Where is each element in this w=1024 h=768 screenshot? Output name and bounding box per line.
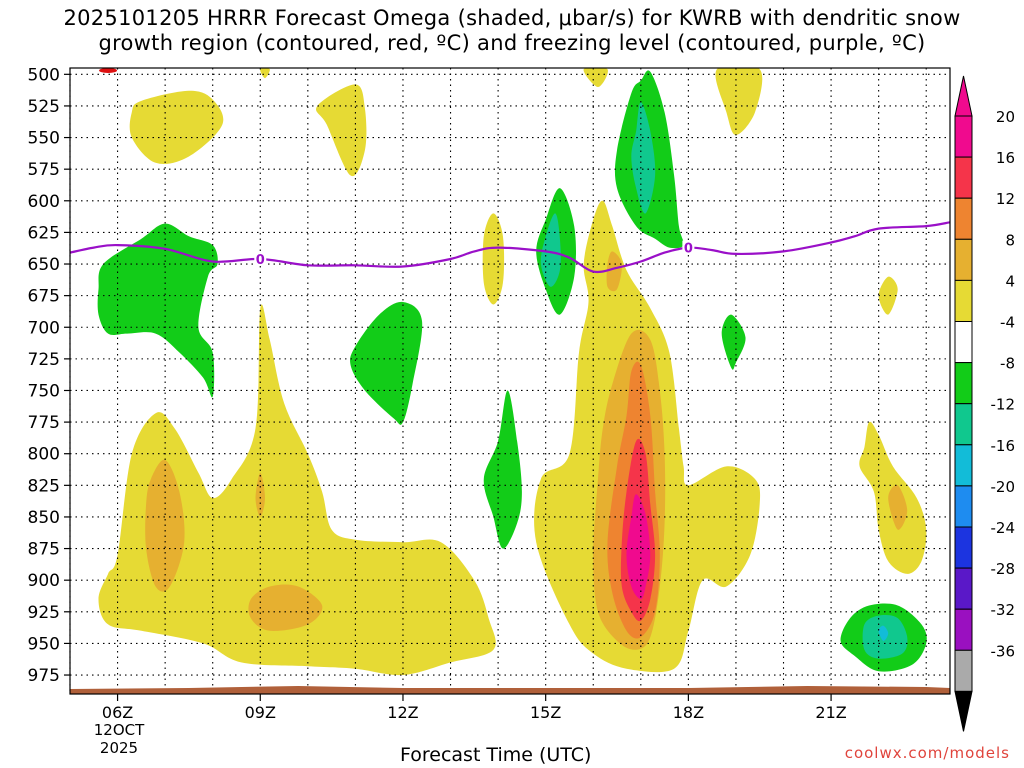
colorbar-label-0: 20 — [996, 108, 1015, 126]
y-tick-label-19: 975 — [28, 666, 60, 686]
freezing-level-label-1: 0 — [684, 242, 693, 257]
omega-region-19 — [97, 223, 218, 398]
x-tick-label-5: 21Z — [815, 703, 846, 722]
omega-region-20 — [350, 301, 423, 425]
colorbar-label-7: -12 — [991, 396, 1016, 414]
x-tick-label-3: 15Z — [530, 703, 561, 722]
colorbar-bin-4 — [954, 279, 973, 322]
omega-region-29 — [878, 625, 889, 641]
y-tick-label-3: 575 — [28, 160, 60, 180]
y-tick-label-11: 775 — [28, 413, 60, 433]
x-axis: 06Z 09Z 12Z 15Z 18Z 21Z — [102, 694, 847, 722]
colorbar-top-arrow — [954, 75, 973, 117]
y-tick-label-6: 650 — [28, 255, 60, 275]
colorbar-label-3: 8 — [1005, 231, 1015, 249]
y-tick-label-12: 800 — [28, 445, 60, 465]
colorbar-label-6: -8 — [1000, 355, 1015, 373]
date-label-year: 2025 — [99, 739, 139, 757]
colorbar-bin-1 — [954, 156, 973, 199]
colorbar-bin-11 — [954, 567, 973, 610]
omega-region-5 — [482, 213, 505, 305]
colorbar-bin-10 — [954, 526, 973, 569]
y-tick-label-15: 875 — [28, 540, 60, 560]
y-tick-label-5: 625 — [28, 223, 60, 243]
freezing-label-bg-0 — [254, 251, 267, 266]
omega-region-21 — [483, 390, 522, 549]
omega-region-12 — [248, 584, 323, 631]
y-tick-label-16: 900 — [28, 571, 60, 591]
freezing-level-line — [70, 221, 950, 274]
omega-region-0 — [129, 90, 224, 165]
title-line-2: growth region (contoured, red, ºC) and f… — [98, 31, 926, 55]
y-tick-label-4: 600 — [28, 192, 60, 212]
x-axis-title: Forecast Time (UTC) — [400, 744, 592, 766]
colorbar-bin-0 — [954, 115, 973, 158]
colorbar-label-9: -20 — [991, 478, 1016, 496]
y-tick-label-9: 725 — [28, 350, 60, 370]
y-tick-label-13: 825 — [28, 476, 60, 496]
colorbar-bin-12 — [954, 608, 973, 651]
date-label-day: 12OCT — [93, 721, 145, 739]
colorbar-bin-2 — [954, 197, 973, 240]
colorbar-bin-3 — [954, 238, 973, 281]
omega-region-11 — [255, 472, 265, 517]
x-tick-label-2: 12Z — [387, 703, 418, 722]
y-tick-label-14: 850 — [28, 508, 60, 528]
colorbar: 20 16 12 8 4 -4 -8 -12 -16 -20 -24 -28 -32 -36 — [954, 75, 1016, 732]
y-tick-label-2: 550 — [28, 129, 60, 149]
colorbar-bin-7 — [954, 403, 973, 446]
credit-link[interactable]: coolwx.com/models — [844, 744, 1010, 762]
colorbar-label-4: 4 — [1005, 272, 1015, 290]
y-tick-label-8: 700 — [28, 318, 60, 338]
colorbar-label-12: -32 — [991, 601, 1016, 619]
y-tick-label-1: 525 — [28, 97, 60, 117]
omega-region-3 — [583, 68, 608, 87]
y-tick-label-10: 750 — [28, 381, 60, 401]
y-axis: 500 525 550 575 600 625 650 675 700 725 750 775 800 8… — [28, 65, 70, 686]
y-tick-label-7: 675 — [28, 287, 60, 307]
chart-title: 2025101205 HRRR Forecast Omega (shaded, … — [0, 6, 1024, 56]
colorbar-bin-5 — [954, 321, 973, 364]
colorbar-bin-9 — [954, 485, 973, 528]
omega-region-26 — [540, 213, 561, 287]
omega-region-13 — [888, 484, 908, 530]
colorbar-bottom-arrow — [954, 690, 973, 732]
omega-region-2 — [316, 84, 367, 177]
colorbar-label-5: -4 — [1000, 314, 1015, 332]
date-label: 12OCT 2025 — [86, 721, 152, 757]
freezing-level-contour: 00 — [70, 221, 950, 274]
x-tick-label-1: 09Z — [245, 703, 276, 722]
y-tick-label-0: 500 — [28, 65, 60, 85]
title-line-1: 2025101205 HRRR Forecast Omega (shaded, … — [63, 6, 961, 30]
omega-region-27 — [631, 102, 656, 214]
y-tick-label-18: 950 — [28, 634, 60, 654]
colorbar-bin-13 — [954, 649, 973, 692]
colorbar-label-8: -16 — [991, 437, 1016, 455]
omega-region-24 — [721, 314, 746, 370]
colorbar-label-11: -28 — [991, 560, 1016, 578]
x-tick-label-0: 06Z — [102, 703, 133, 722]
colorbar-label-2: 12 — [996, 190, 1015, 208]
colorbar-label-10: -24 — [991, 519, 1016, 537]
omega-region-7 — [98, 304, 496, 676]
freezing-label-bg-1 — [682, 240, 695, 255]
omega-region-14 — [606, 251, 622, 292]
grid-lines — [69, 68, 950, 694]
omega-region-1 — [260, 68, 270, 79]
omega-region-18 — [626, 494, 651, 600]
y-tick-label-17: 925 — [28, 603, 60, 623]
plot-frame — [69, 67, 951, 695]
dendritic-contour-0 — [99, 68, 118, 74]
omega-region-9 — [878, 276, 898, 315]
colorbar-bin-6 — [954, 362, 973, 405]
colorbar-bin-8 — [954, 444, 973, 487]
ground-band — [70, 686, 950, 694]
freezing-level-label-0: 0 — [256, 253, 265, 268]
x-tick-label-4: 18Z — [673, 703, 704, 722]
colorbar-label-1: 16 — [996, 149, 1015, 167]
omega-region-4 — [715, 68, 763, 135]
terrain-band — [70, 686, 950, 694]
colorbar-label-13: -36 — [991, 642, 1016, 660]
